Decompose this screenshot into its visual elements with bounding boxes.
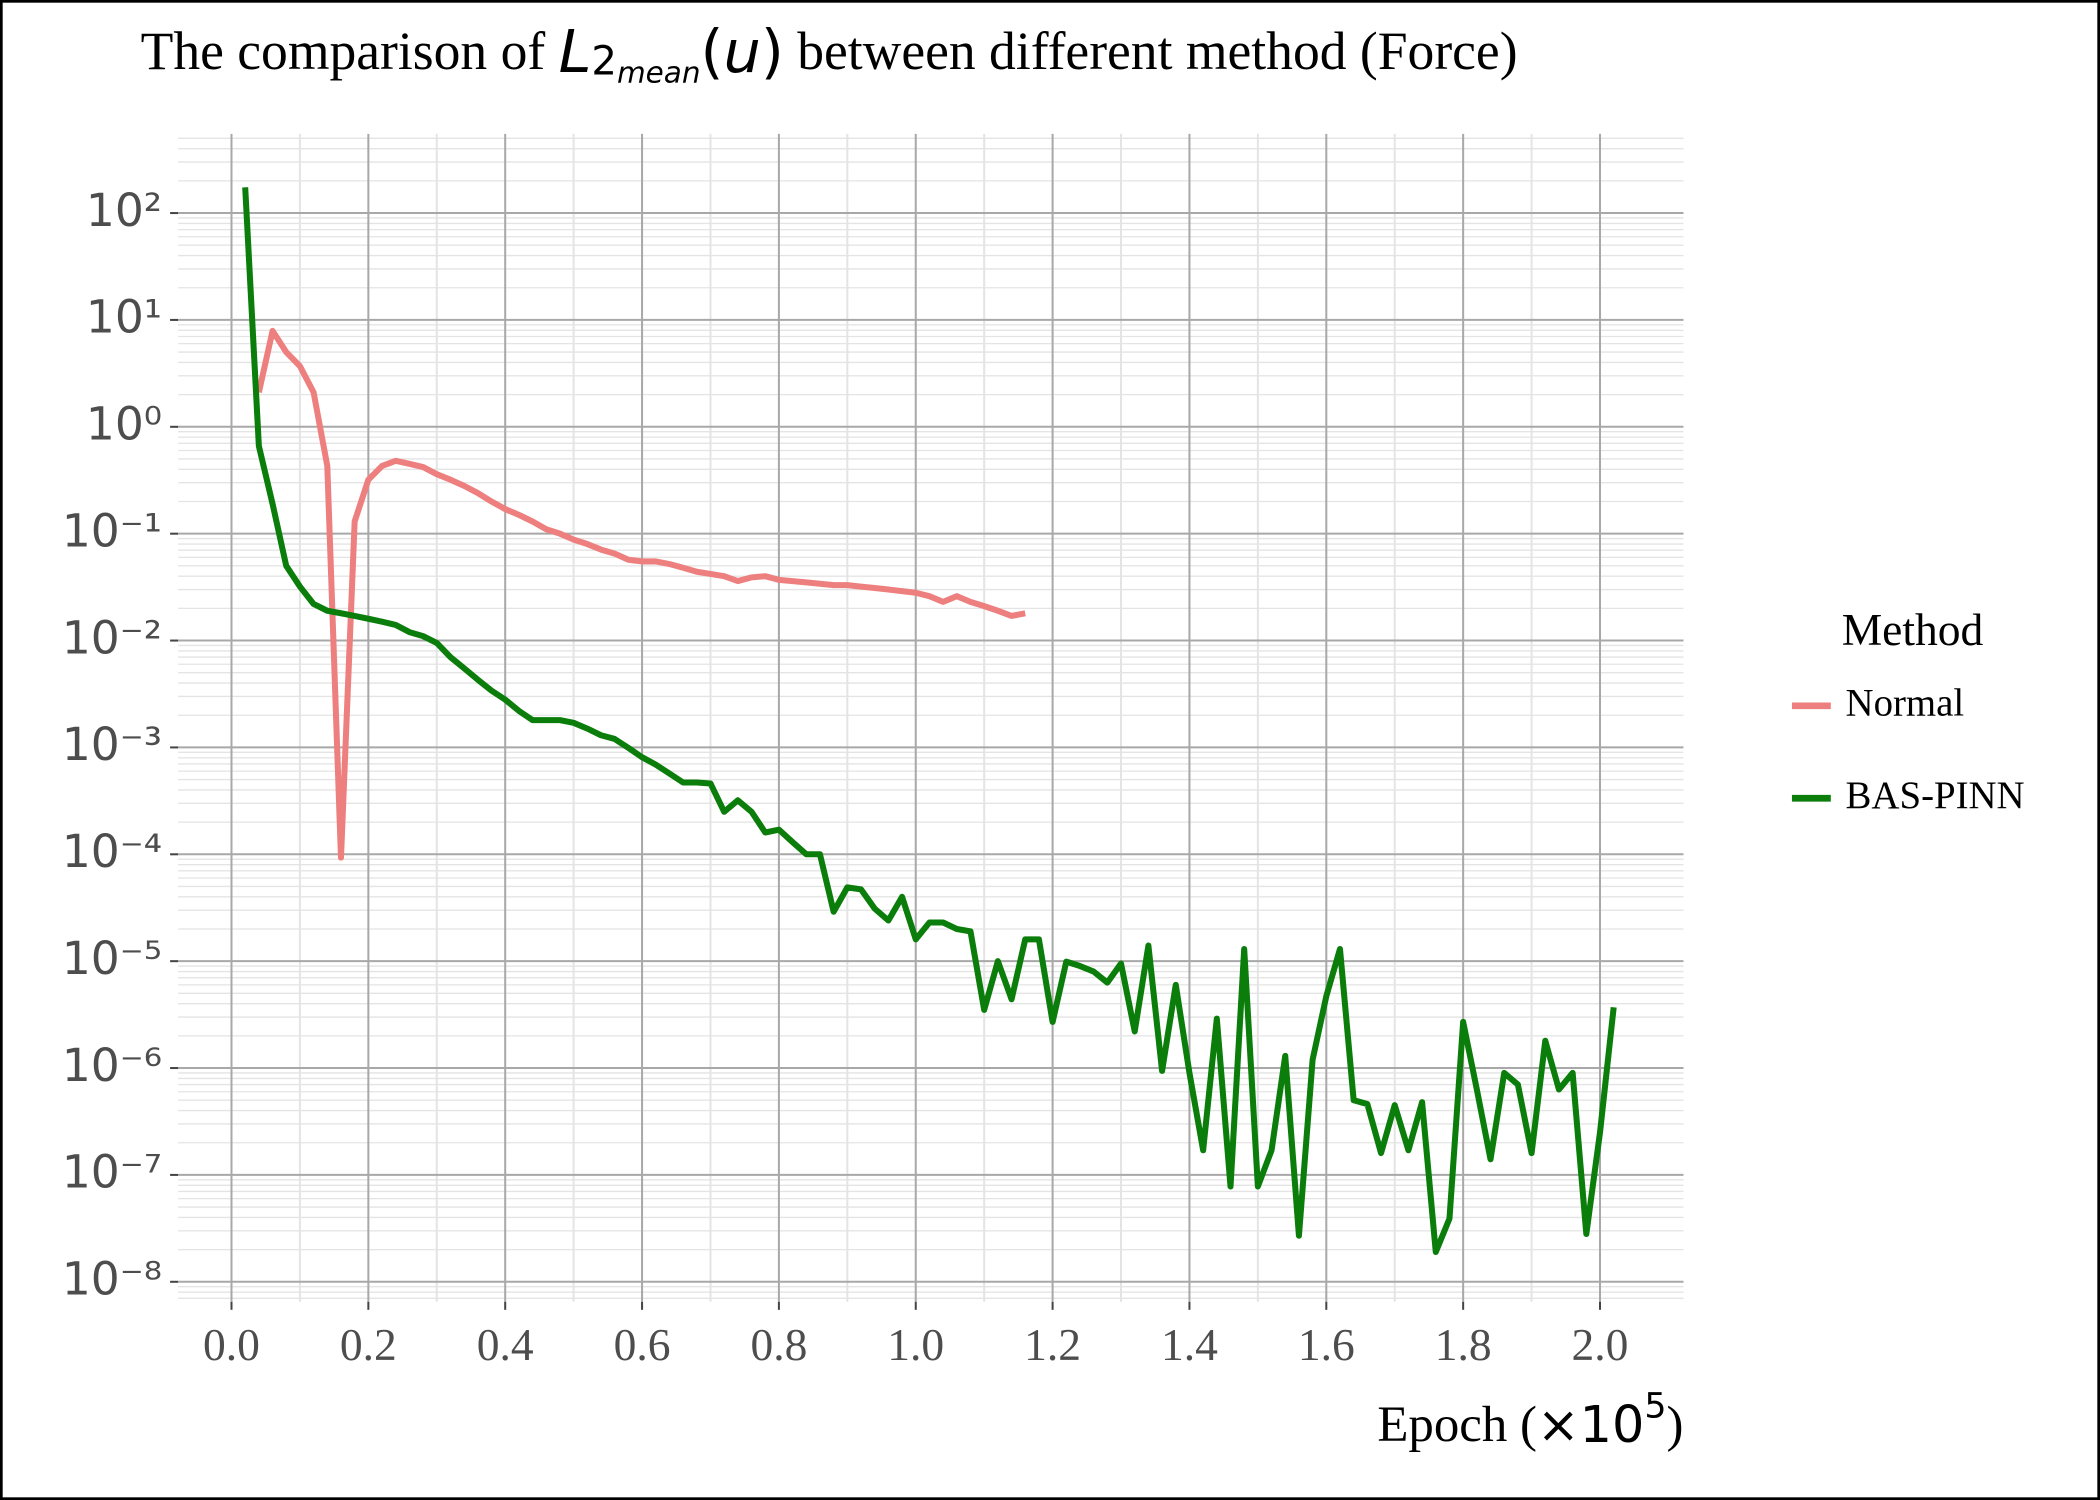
y-tick-label: 10⁻⁶ bbox=[62, 1039, 162, 1092]
x-tick-label: 2.0 bbox=[1572, 1319, 1629, 1370]
legend-label: BAS-PINN bbox=[1846, 774, 2025, 817]
legend-label: Normal bbox=[1846, 682, 1965, 725]
legend-title: Method bbox=[1842, 604, 1984, 655]
series-line bbox=[242, 187, 1617, 1256]
x-tick-label: 0.0 bbox=[203, 1319, 260, 1370]
marks-layer bbox=[242, 187, 1617, 1256]
y-tick-label: 10⁻⁴ bbox=[62, 825, 162, 878]
title-part: ( bbox=[701, 16, 724, 85]
title-part: 2 bbox=[591, 39, 617, 85]
x-label-part: ×10 bbox=[1537, 1396, 1644, 1455]
title-part: mean bbox=[617, 55, 701, 89]
x-tick-label: 0.6 bbox=[614, 1319, 671, 1370]
y-tick-label: 10⁻¹ bbox=[62, 504, 162, 557]
x-label-part: Epoch ( bbox=[1377, 1397, 1537, 1453]
x-tick-label: 1.2 bbox=[1024, 1319, 1081, 1370]
y-tick-label: 10⁻⁸ bbox=[62, 1253, 162, 1306]
x-tick-label: 1.8 bbox=[1435, 1319, 1492, 1370]
chart-title: The comparison of L2mean(u) between diff… bbox=[141, 16, 1518, 89]
x-label-part: ) bbox=[1667, 1397, 1684, 1453]
x-axis-label: Epoch (×105) bbox=[1377, 1386, 1683, 1454]
grid-layer: 10² 10¹ 10⁰ 10⁻¹ 10⁻² 10⁻³ 10⁻⁴ 10⁻⁵ 10⁻⁶ 10⁻⁷ 10⁻… bbox=[62, 133, 1684, 1370]
x-tick-label: 1.0 bbox=[887, 1319, 944, 1370]
x-tick-label: 1.4 bbox=[1161, 1319, 1218, 1370]
x-tick-label: 0.8 bbox=[750, 1319, 807, 1370]
y-tick-label: 10⁰ bbox=[86, 398, 162, 451]
y-tick-label: 10⁻³ bbox=[62, 718, 162, 771]
title-part: The comparison of bbox=[141, 21, 559, 81]
y-tick-label: 10¹ bbox=[86, 291, 162, 344]
title-part: u bbox=[724, 16, 761, 85]
x-tick-label: 1.6 bbox=[1298, 1319, 1355, 1370]
x-tick-label: 0.2 bbox=[340, 1319, 397, 1370]
y-tick-label: 10⁻⁷ bbox=[62, 1146, 162, 1199]
y-tick-label: 10⁻² bbox=[62, 611, 162, 664]
series-line bbox=[255, 327, 1026, 861]
title-part: between different method (Force) bbox=[784, 21, 1518, 81]
y-tick-label: 10⁻⁵ bbox=[62, 932, 162, 985]
title-part: ) bbox=[761, 16, 784, 85]
x-tick-label: 0.4 bbox=[477, 1319, 534, 1370]
x-label-part: 5 bbox=[1644, 1386, 1666, 1426]
title-part: L bbox=[559, 16, 592, 85]
y-tick-label: 10² bbox=[86, 184, 162, 237]
